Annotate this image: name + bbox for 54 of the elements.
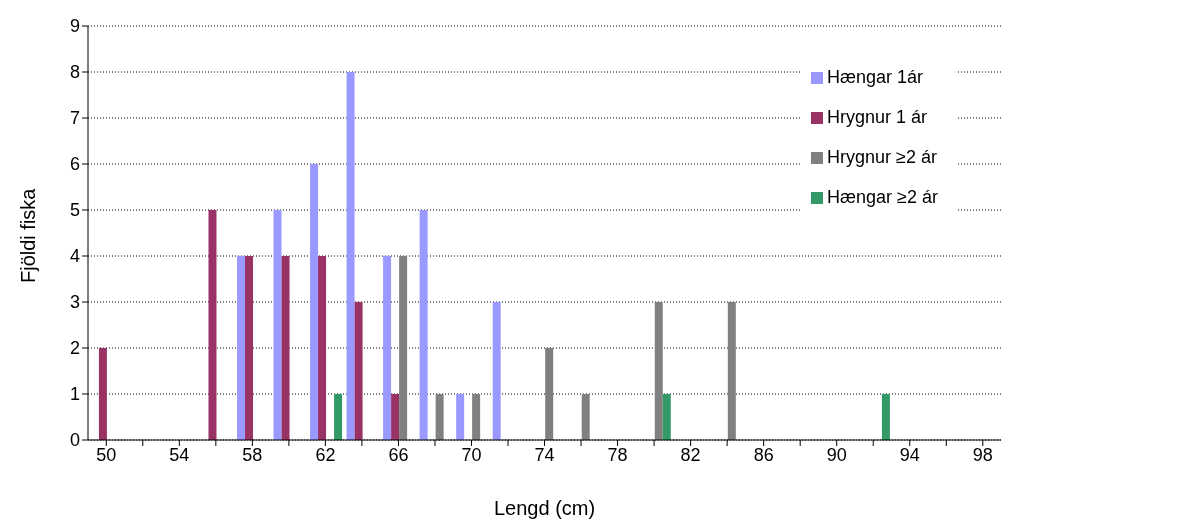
bar xyxy=(318,256,327,440)
x-tick-label: 66 xyxy=(388,444,409,465)
y-tick-label: 1 xyxy=(69,384,80,405)
y-tick-label: 8 xyxy=(69,62,80,83)
bar xyxy=(245,256,254,440)
bar xyxy=(472,394,481,440)
bar xyxy=(346,72,355,440)
bar xyxy=(435,394,444,440)
bar xyxy=(581,394,590,440)
legend-label: Hængar 1ár xyxy=(827,67,924,87)
bar xyxy=(727,302,736,440)
y-tick-label: 4 xyxy=(69,246,80,267)
x-tick-label: 90 xyxy=(826,444,847,465)
legend-label: Hængar ≥2 ár xyxy=(827,187,938,207)
x-tick-label: 82 xyxy=(680,444,701,465)
legend-label: Hrygnur ≥2 ár xyxy=(827,147,937,167)
bar xyxy=(419,210,428,440)
bar xyxy=(383,256,392,440)
bar xyxy=(662,394,671,440)
x-tick-label: 94 xyxy=(899,444,920,465)
bar xyxy=(281,256,290,440)
x-tick-label: 74 xyxy=(534,444,555,465)
x-tick-label: 58 xyxy=(242,444,263,465)
x-tick-label: 54 xyxy=(169,444,190,465)
bar xyxy=(354,302,363,440)
y-tick-label: 5 xyxy=(69,200,80,221)
y-tick-label: 6 xyxy=(69,154,80,175)
bar xyxy=(456,394,465,440)
y-tick-label: 7 xyxy=(69,108,80,129)
bar xyxy=(399,256,408,440)
bar xyxy=(492,302,501,440)
y-tick-label: 2 xyxy=(69,338,80,359)
y-tick-label: 3 xyxy=(69,292,80,313)
x-tick-label: 98 xyxy=(972,444,993,465)
bar xyxy=(98,348,107,440)
x-tick-label: 50 xyxy=(96,444,117,465)
y-tick-label: 0 xyxy=(69,430,80,451)
x-tick-label: 70 xyxy=(461,444,482,465)
x-tick-label: 62 xyxy=(315,444,336,465)
bar xyxy=(391,394,400,440)
bar xyxy=(334,394,343,440)
x-tick-label: 86 xyxy=(753,444,774,465)
bar xyxy=(545,348,554,440)
y-tick-label: 9 xyxy=(69,16,80,37)
y-axis-title: Fjöldi fiska xyxy=(17,187,40,283)
x-axis-title: Lengd (cm) xyxy=(493,497,596,519)
bar xyxy=(881,394,890,440)
x-tick-label: 78 xyxy=(607,444,628,465)
bar xyxy=(273,210,282,440)
bar xyxy=(654,302,663,440)
legend-label: Hrygnur 1 ár xyxy=(827,107,928,127)
bar xyxy=(208,210,217,440)
bar xyxy=(237,256,246,440)
bar xyxy=(310,164,319,440)
